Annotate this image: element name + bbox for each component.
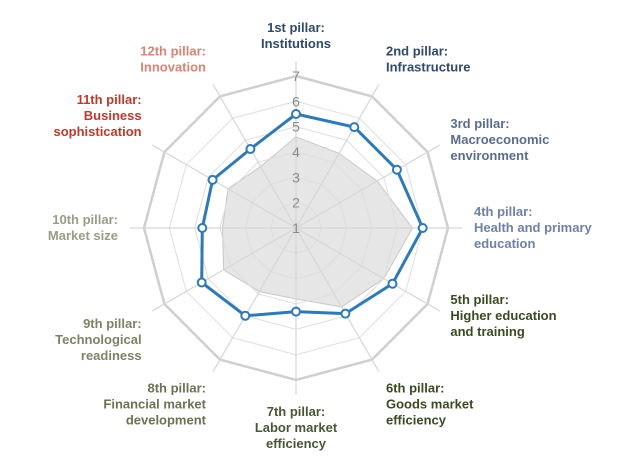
axis-spoke: [295, 227, 441, 312]
tick-label: 3: [292, 169, 300, 185]
axis-spoke: [212, 83, 297, 229]
axis-label-line: Financial market: [103, 396, 206, 411]
axis-label-line: 2nd pillar:: [386, 44, 448, 59]
axis-label: 3rd pillar: Macroeconomic environment: [450, 116, 549, 163]
data-point: [387, 278, 398, 289]
axis-label-line: efficiency: [386, 412, 447, 427]
axis-label-line: sophistication: [53, 124, 141, 139]
axis-label-line: Innovation: [140, 60, 206, 75]
data-point: [245, 144, 256, 154]
data-point: [391, 164, 402, 175]
axis-label-line: 8th pillar:: [147, 380, 206, 395]
axis-label-line: Business: [84, 108, 142, 123]
axis-label-line: Labor market: [255, 420, 338, 435]
axis-spoke: [151, 227, 297, 312]
tick-label: 6: [292, 93, 300, 109]
axis-label-line: 3rd pillar:: [450, 116, 509, 131]
axis-label: 7th pillar: Labor market efficiency: [255, 404, 338, 451]
axis-label-line: and training: [450, 324, 524, 339]
axis-label-line: 5th pillar:: [450, 292, 509, 307]
series-area-2: [221, 136, 414, 308]
axis-spoke: [295, 83, 380, 229]
axis-spoke: [151, 144, 297, 229]
axis-label: 4th pillar: Health and primary education: [474, 204, 593, 251]
axis-label-line: Higher education: [450, 308, 556, 323]
axis-label: 2nd pillar: Infrastructure: [386, 44, 471, 75]
axis-label-line: education: [474, 236, 535, 251]
axis-label-line: Institutions: [261, 36, 331, 51]
data-point: [291, 109, 301, 119]
axis-label-line: 12th pillar:: [140, 44, 206, 59]
axis-label-line: 7th pillar:: [267, 404, 326, 419]
axis-label-line: Macroeconomic: [450, 132, 549, 147]
axis-label-line: Infrastructure: [386, 60, 471, 75]
axis-label-line: efficiency: [266, 436, 327, 451]
axis-label-line: Market size: [48, 228, 118, 243]
axis-label-line: 4th pillar:: [474, 204, 533, 219]
data-point: [196, 277, 207, 288]
axis-label: 5th pillar: Higher education and training: [450, 292, 556, 339]
axis-label-line: 11th pillar:: [77, 92, 142, 107]
axis-label: 9th pillar: Technological readiness: [55, 316, 141, 363]
tick-label: 4: [292, 144, 300, 160]
data-point: [207, 174, 218, 185]
axis-label-line: Technological: [55, 332, 141, 347]
axis-spoke: [295, 227, 380, 373]
data-point: [291, 306, 301, 317]
axis-label: 6th pillar: Goods market efficiency: [386, 380, 474, 427]
axis-label-line: 10th pillar:: [52, 212, 118, 227]
tick-label: 2: [292, 195, 300, 211]
axis-label: 12th pillar: Innovation: [140, 44, 206, 75]
axis-label-line: Health and primary: [474, 220, 593, 235]
axis-label-line: 9th pillar:: [83, 316, 142, 331]
tick-label: 5: [292, 119, 300, 135]
data-point: [197, 223, 208, 233]
axis-label: 1st pillar: Institutions: [261, 20, 331, 51]
data-point: [340, 308, 351, 319]
axis-label-line: development: [126, 412, 207, 427]
tick-label: 7: [292, 68, 300, 84]
axis-label-line: 1st pillar:: [267, 20, 325, 35]
data-point: [240, 310, 251, 321]
axis-spoke: [295, 144, 441, 229]
axis-label-line: readiness: [81, 348, 142, 363]
axis-label-line: environment: [450, 148, 529, 163]
axis-label: 8th pillar: Financial market development: [103, 380, 206, 427]
data-point: [349, 122, 360, 133]
axis-label-line: 6th pillar:: [386, 380, 445, 395]
data-point: [417, 223, 428, 233]
axis-label-line: Goods market: [386, 396, 474, 411]
axis-spoke: [212, 227, 297, 373]
axis-label: 10th pillar: Market size: [48, 212, 118, 243]
tick-label: 1: [292, 220, 300, 236]
axis-label: 11th pillar: Business sophistication: [53, 92, 141, 139]
